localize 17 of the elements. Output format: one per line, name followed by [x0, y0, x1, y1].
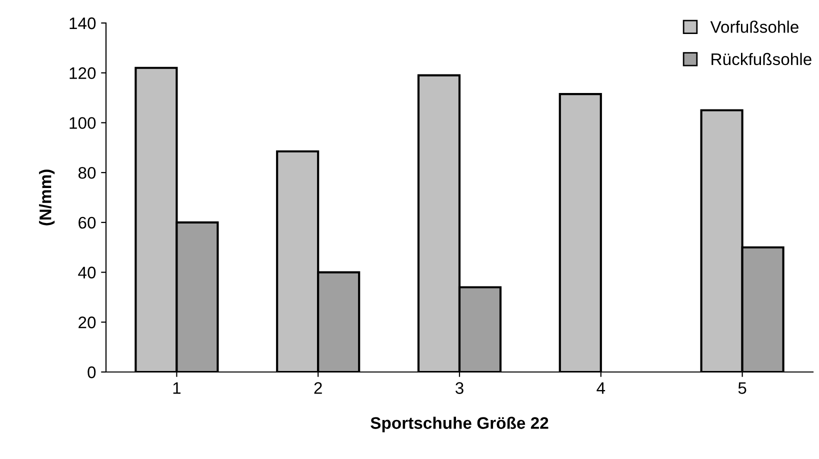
x-tick-label: 2: [314, 382, 322, 394]
y-tick-label: 0: [88, 366, 96, 378]
legend-label: Vorfußsohle: [710, 20, 798, 33]
y-tick-label: 40: [78, 266, 96, 278]
legend-label: Rückfußsohle: [712, 52, 812, 66]
x-tick-label: 4: [596, 382, 606, 394]
y-tick-label: 80: [78, 166, 96, 179]
x-tick-label: 5: [738, 382, 746, 394]
x-tick-label: 3: [456, 382, 464, 394]
y-tick-label: 100: [70, 117, 96, 129]
y-tick-label: 140: [70, 17, 96, 30]
y-axis-title: (N/mm): [39, 170, 55, 226]
y-tick-label: 120: [70, 67, 96, 80]
x-axis-title: Sportschuhe Größe 22: [370, 416, 548, 432]
y-tick-label: 60: [78, 216, 96, 229]
x-tick-label: 1: [173, 382, 181, 394]
y-tick-label: 20: [78, 316, 96, 328]
